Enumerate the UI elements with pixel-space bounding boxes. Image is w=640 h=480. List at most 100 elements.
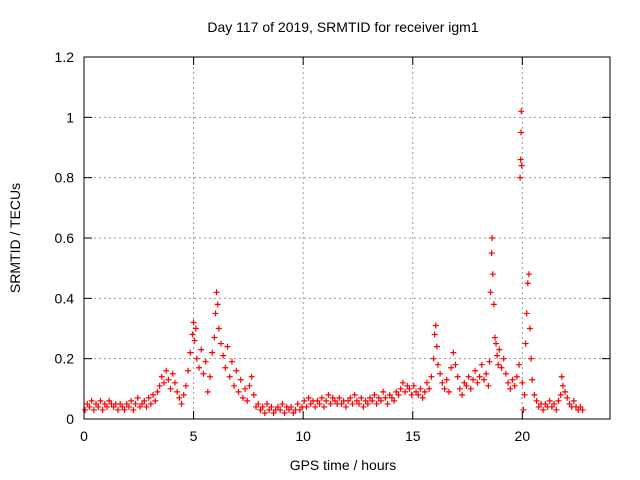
data-point: [160, 379, 167, 386]
data-point: [434, 361, 441, 368]
data-point: [288, 403, 295, 410]
data-point: [246, 382, 253, 389]
data-point: [548, 403, 555, 410]
data-point: [358, 394, 365, 401]
data-point: [88, 397, 95, 404]
data-point: [432, 322, 439, 329]
data-point: [367, 394, 374, 401]
data-point: [410, 382, 417, 389]
data-point: [371, 391, 378, 398]
data-point: [220, 352, 227, 359]
y-tick-label: 0.4: [55, 290, 75, 306]
data-point: [413, 388, 420, 395]
chart-title: Day 117 of 2019, SRMTID for receiver igm…: [207, 19, 479, 35]
data-point: [523, 310, 530, 317]
data-point: [415, 391, 422, 398]
data-point: [419, 394, 426, 401]
data-point: [305, 394, 312, 401]
data-point: [518, 108, 525, 115]
data-point: [209, 349, 216, 356]
data-point: [461, 379, 468, 386]
data-point: [520, 406, 527, 413]
data-point: [174, 388, 181, 395]
data-point: [467, 385, 474, 392]
data-point: [494, 352, 501, 359]
data-point: [214, 301, 221, 308]
data-point: [139, 400, 146, 407]
data-point: [97, 397, 104, 404]
data-point: [373, 400, 380, 407]
data-point: [178, 400, 185, 407]
data-point: [439, 379, 446, 386]
data-point: [516, 361, 523, 368]
data-point: [312, 403, 319, 410]
y-tick-label: 1.2: [55, 49, 75, 65]
data-point: [248, 373, 255, 380]
data-point: [259, 403, 266, 410]
data-point: [399, 379, 406, 386]
data-point: [546, 397, 553, 404]
data-point: [428, 373, 435, 380]
x-tick-label: 20: [515, 428, 531, 444]
data-point: [577, 403, 584, 410]
data-point: [527, 325, 534, 332]
data-point: [509, 376, 516, 383]
data-point: [426, 385, 433, 392]
data-point: [558, 373, 565, 380]
data-point: [459, 391, 466, 398]
data-point: [555, 397, 562, 404]
data-point: [480, 376, 487, 383]
data-point: [500, 355, 507, 362]
data-point: [404, 382, 411, 389]
data-point: [356, 400, 363, 407]
data-point: [125, 403, 132, 410]
data-point: [90, 406, 97, 413]
data-point: [163, 367, 170, 374]
data-point: [511, 382, 518, 389]
data-point: [316, 400, 323, 407]
data-point: [200, 370, 207, 377]
data-point: [391, 397, 398, 404]
data-point: [431, 331, 438, 338]
data-point: [570, 397, 577, 404]
data-point: [566, 400, 573, 407]
data-point: [180, 391, 187, 398]
data-point: [198, 346, 205, 353]
data-point: [540, 406, 547, 413]
data-point: [564, 394, 571, 401]
data-point: [110, 403, 117, 410]
data-point: [212, 310, 219, 317]
plot-frame: [83, 56, 611, 420]
data-point: [189, 331, 196, 338]
data-point: [351, 391, 358, 398]
data-point: [531, 391, 538, 398]
data-point: [123, 400, 130, 407]
y-axis-title: SRMTID / TECUs: [7, 183, 23, 293]
data-point: [408, 391, 415, 398]
data-point: [342, 403, 349, 410]
data-point: [417, 385, 424, 392]
data-point: [277, 406, 284, 413]
data-point: [104, 403, 111, 410]
data-point: [489, 271, 496, 278]
data-point: [402, 388, 409, 395]
y-tick-label: 0.8: [55, 170, 75, 186]
data-point: [255, 400, 262, 407]
data-point: [242, 385, 249, 392]
data-point: [285, 406, 292, 413]
data-point: [421, 388, 428, 395]
data-point: [345, 397, 352, 404]
data-point: [496, 346, 503, 353]
data-point: [182, 382, 189, 389]
data-point: [498, 364, 505, 371]
data-point: [507, 385, 514, 392]
data-point: [423, 379, 430, 386]
data-point: [95, 403, 102, 410]
data-point: [377, 397, 384, 404]
data-point: [336, 394, 343, 401]
data-point: [557, 391, 564, 398]
data-point: [150, 391, 157, 398]
data-point: [217, 340, 224, 347]
data-point: [487, 289, 494, 296]
data-point: [535, 403, 542, 410]
